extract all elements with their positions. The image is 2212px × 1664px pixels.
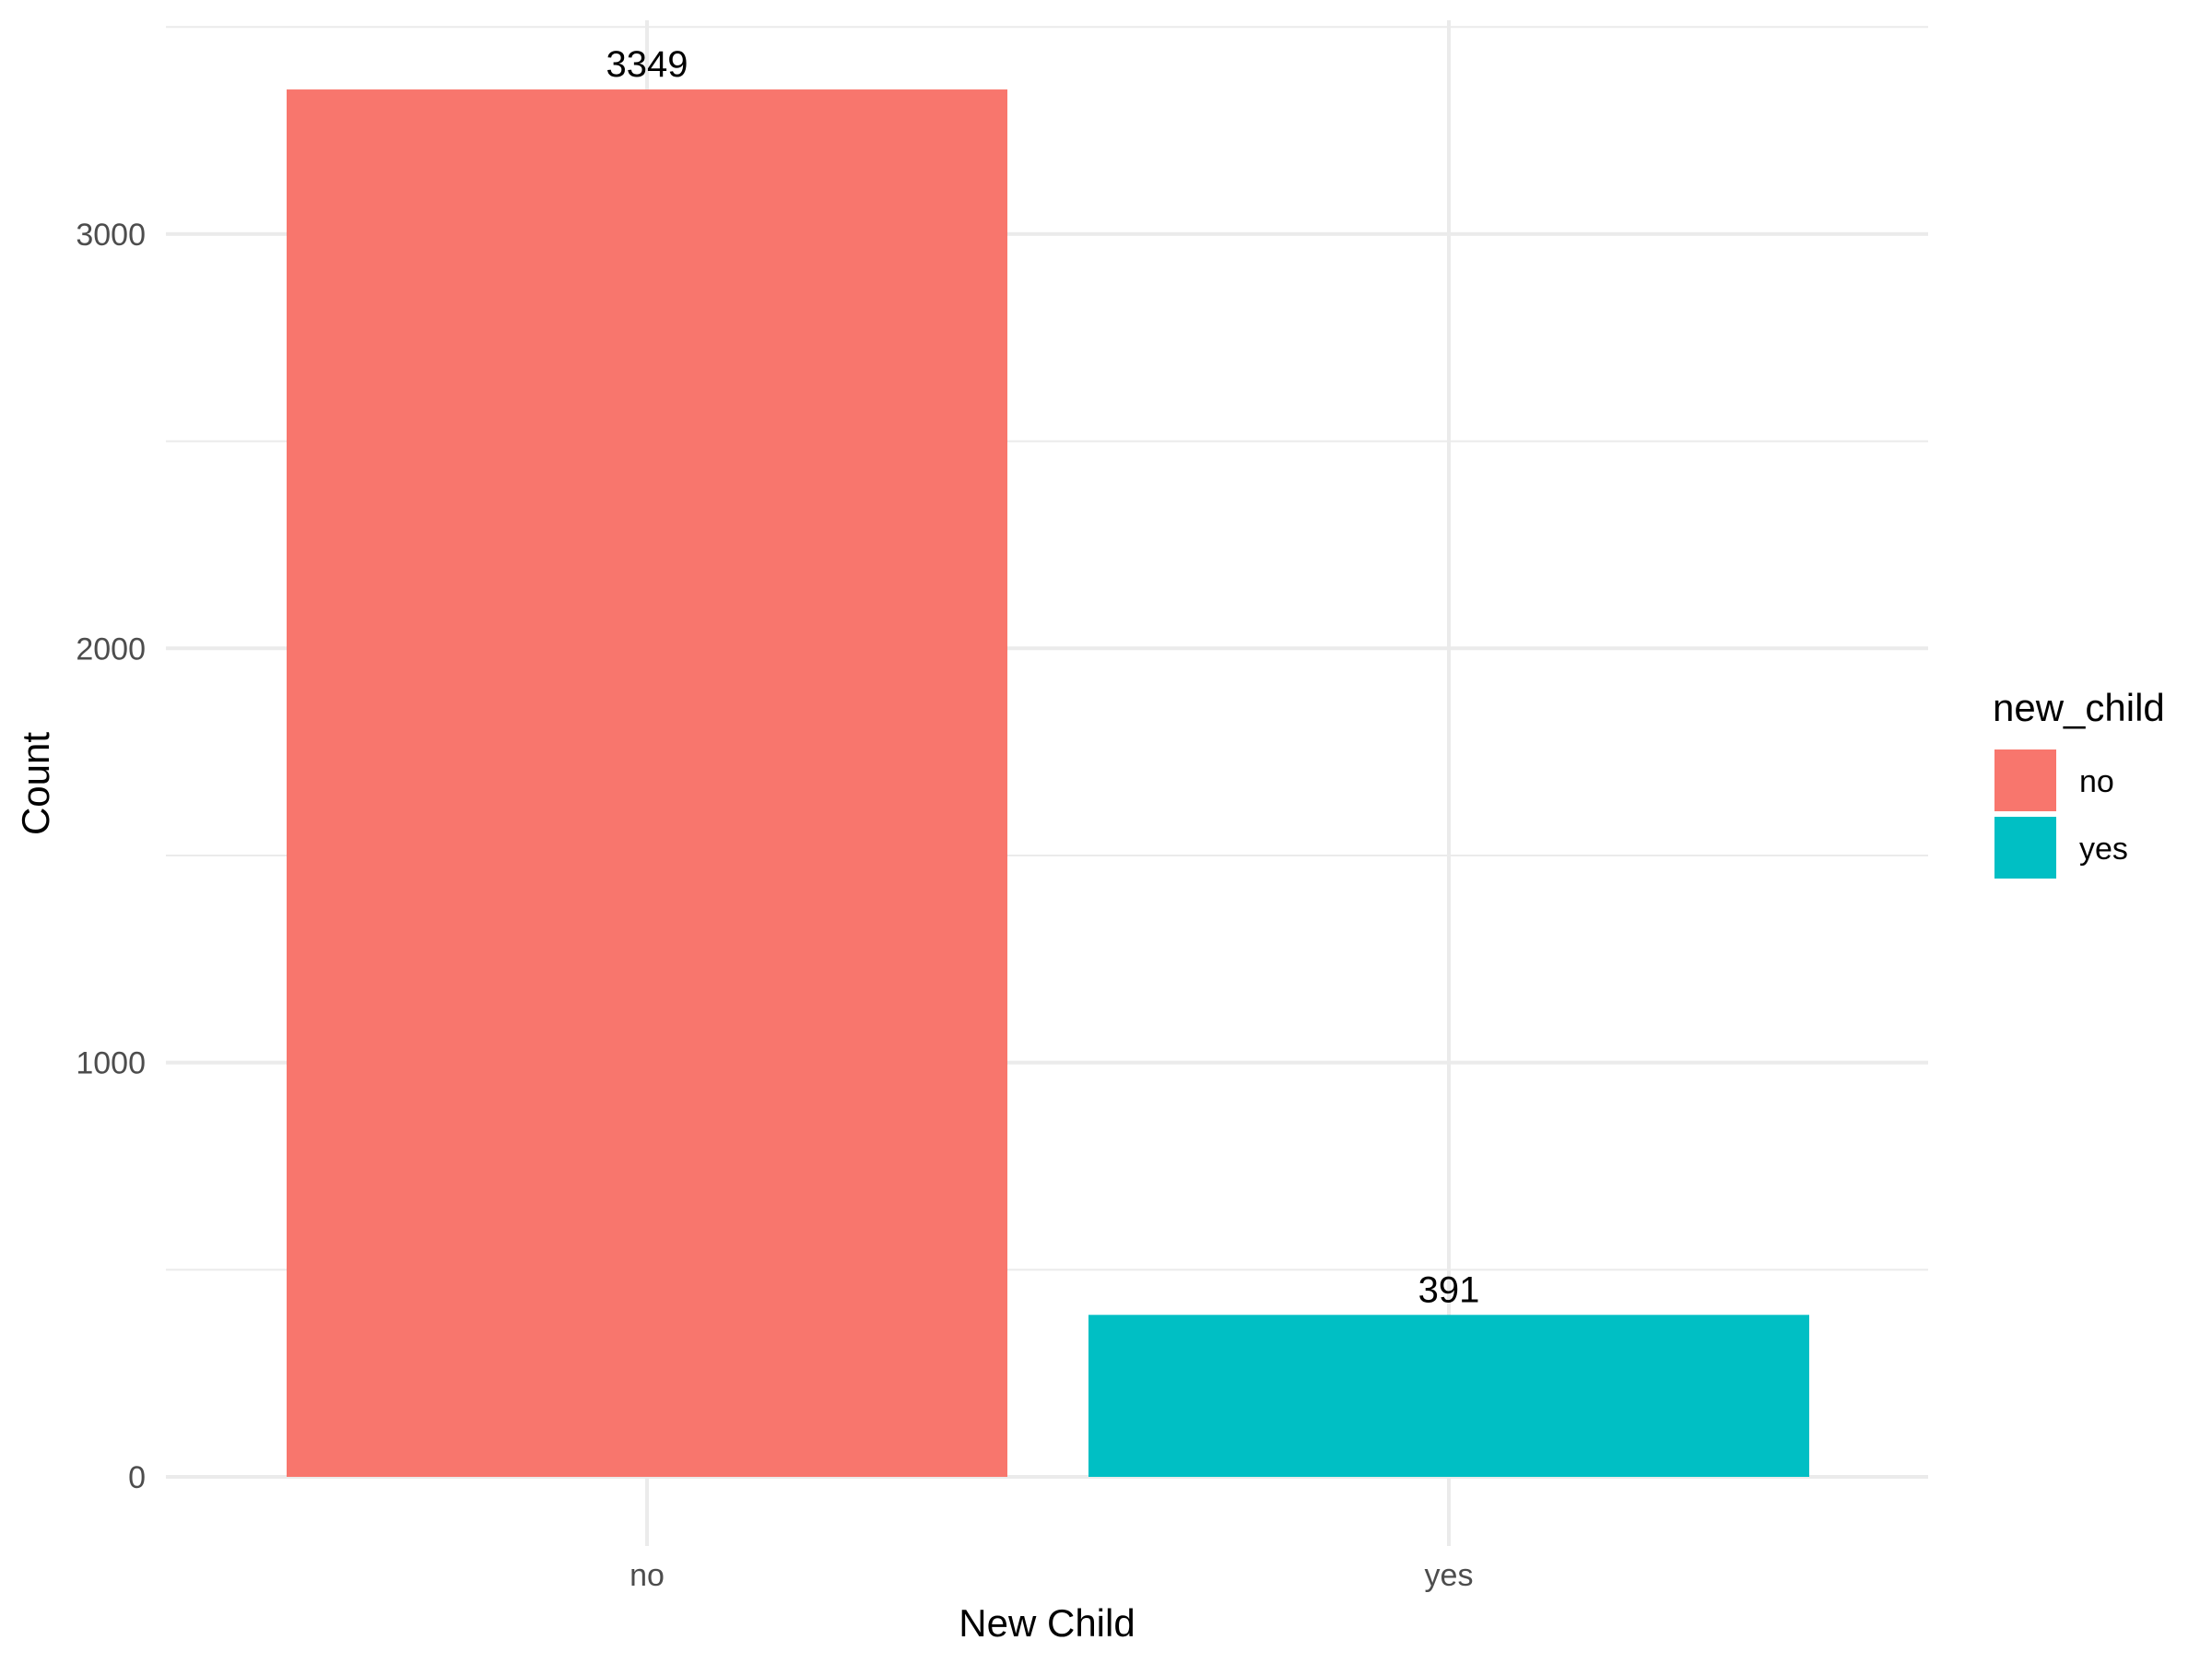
data-label-yes: 391	[1418, 1269, 1480, 1310]
legend-title: new_child	[1993, 686, 2165, 729]
x-tick-label: no	[629, 1558, 665, 1593]
y-tick-label: 3000	[76, 218, 146, 253]
y-tick-label: 2000	[76, 631, 146, 667]
legend-entries: no yes	[1994, 749, 2128, 879]
legend-label-no: no	[2079, 764, 2114, 799]
bars	[287, 89, 1809, 1477]
x-axis-tick-labels: no yes	[629, 1558, 1473, 1593]
data-labels: 3349 391	[606, 44, 1480, 1310]
x-tick-label: yes	[1425, 1558, 1474, 1593]
data-label-no: 3349	[606, 44, 688, 85]
legend-label-yes: yes	[2079, 832, 2128, 867]
y-tick-label: 1000	[76, 1046, 146, 1081]
legend: new_child no yes	[1993, 686, 2165, 879]
y-tick-label: 0	[128, 1460, 146, 1495]
x-axis-title: New Child	[959, 1601, 1135, 1645]
bar-yes	[1088, 1315, 1809, 1477]
y-axis-title: Count	[14, 732, 57, 835]
bar-no	[287, 89, 1007, 1477]
legend-swatch-yes	[1994, 817, 2056, 879]
y-axis-tick-labels: 0 1000 2000 3000	[76, 218, 146, 1495]
legend-swatch-no	[1994, 749, 2056, 811]
